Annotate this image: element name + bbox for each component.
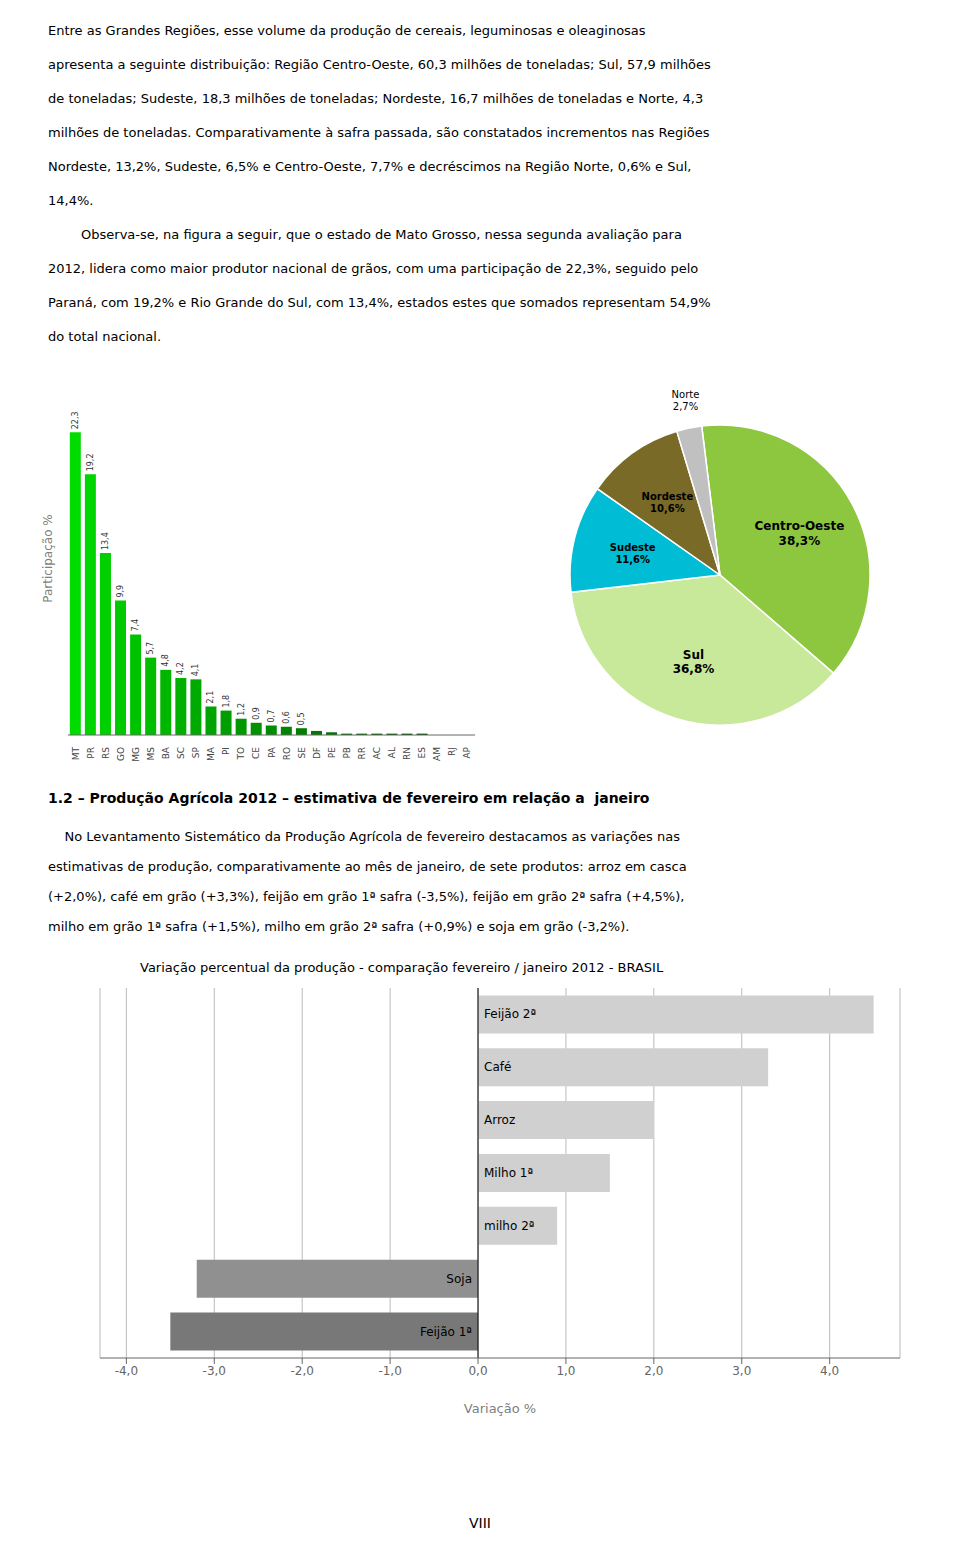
svg-text:-2,0: -2,0 — [290, 1364, 313, 1378]
svg-text:RS: RS — [101, 747, 111, 759]
svg-text:DF: DF — [312, 747, 322, 759]
svg-text:TO: TO — [236, 747, 246, 761]
svg-text:0,5: 0,5 — [297, 712, 306, 725]
svg-text:Soja: Soja — [446, 1272, 472, 1286]
svg-text:4,1: 4,1 — [191, 664, 200, 677]
svg-text:0,0: 0,0 — [468, 1364, 487, 1378]
html-text:No Levantamento Sistemático da: No Levantamento Sistemático da Produção … — [48, 829, 680, 844]
svg-text:PB: PB — [342, 747, 352, 759]
svg-text:Sul36,8%: Sul36,8% — [673, 648, 715, 676]
svg-text:PE: PE — [327, 747, 337, 758]
svg-text:13,4: 13,4 — [101, 532, 110, 550]
svg-text:5,7: 5,7 — [146, 642, 155, 655]
svg-text:RN: RN — [402, 747, 412, 760]
svg-text:MG: MG — [131, 747, 141, 762]
svg-text:milho 2ª: milho 2ª — [484, 1219, 534, 1233]
svg-text:0,7: 0,7 — [267, 710, 276, 723]
svg-text:PR: PR — [86, 747, 96, 759]
html-text:Paraná, com 19,2% e Rio Grande: Paraná, com 19,2% e Rio Grande do Sul, c… — [48, 295, 711, 310]
svg-text:AP: AP — [462, 746, 472, 758]
html-text:2012, lidera como maior produt: 2012, lidera como maior produtor naciona… — [48, 261, 699, 276]
svg-text:SC: SC — [176, 747, 186, 759]
svg-text:1,0: 1,0 — [556, 1364, 575, 1378]
svg-text:RO: RO — [282, 747, 292, 760]
svg-text:ES: ES — [417, 747, 427, 759]
svg-text:2,0: 2,0 — [644, 1364, 663, 1378]
html-text:milho em grão 1ª safra (+1,5%): milho em grão 1ª safra (+1,5%), milho em… — [48, 919, 630, 934]
svg-text:Sudeste11,6%: Sudeste11,6% — [610, 542, 656, 565]
svg-text:RJ: RJ — [447, 747, 457, 756]
svg-text:1,8: 1,8 — [222, 695, 231, 708]
svg-text:PI: PI — [221, 747, 231, 755]
svg-text:Centro-Oeste38,3%: Centro-Oeste38,3% — [755, 519, 845, 547]
svg-text:22,3: 22,3 — [71, 411, 80, 429]
svg-text:9,9: 9,9 — [116, 585, 125, 598]
svg-text:MA: MA — [206, 746, 216, 761]
svg-text:1,2: 1,2 — [237, 703, 246, 716]
svg-text:Variação %: Variação % — [464, 1401, 536, 1416]
svg-text:19,2: 19,2 — [86, 454, 95, 472]
svg-text:0,6: 0,6 — [282, 711, 291, 724]
svg-text:Norte2,7%: Norte2,7% — [672, 389, 700, 412]
svg-text:SE: SE — [297, 747, 307, 759]
svg-text:4,2: 4,2 — [176, 662, 185, 675]
html-text:apresenta a seguinte distribui: apresenta a seguinte distribuição: Regiã… — [48, 57, 711, 72]
svg-text:CE: CE — [251, 747, 261, 759]
svg-text:-1,0: -1,0 — [378, 1364, 401, 1378]
svg-text:0,9: 0,9 — [252, 707, 261, 720]
html-text:Entre as Grandes Regiões, esse: Entre as Grandes Regiões, esse volume da… — [48, 23, 646, 38]
svg-text:Milho 1ª: Milho 1ª — [484, 1166, 533, 1180]
svg-text:AM: AM — [432, 747, 442, 761]
svg-text:PA: PA — [267, 746, 277, 758]
svg-text:Arroz: Arroz — [484, 1113, 515, 1127]
svg-text:-3,0: -3,0 — [203, 1364, 226, 1378]
html-text:estimativas de produção, compa: estimativas de produção, comparativament… — [48, 859, 687, 874]
svg-text:Café: Café — [484, 1060, 511, 1074]
svg-text:MS: MS — [146, 747, 156, 761]
html-text:VIII: VIII — [469, 1515, 491, 1531]
svg-text:Feijão 2ª: Feijão 2ª — [484, 1007, 536, 1021]
svg-text:4,8: 4,8 — [161, 654, 170, 667]
svg-text:AC: AC — [372, 747, 382, 759]
svg-text:2,1: 2,1 — [206, 691, 215, 704]
svg-text:SP: SP — [191, 746, 201, 758]
svg-text:MT: MT — [71, 747, 81, 761]
svg-text:Participação %: Participação % — [41, 514, 55, 602]
svg-text:-4,0: -4,0 — [115, 1364, 138, 1378]
html-text:(+2,0%), café em grão (+3,3%),: (+2,0%), café em grão (+3,3%), feijão em… — [48, 889, 685, 904]
svg-text:AL: AL — [387, 747, 397, 758]
svg-text:GO: GO — [116, 747, 126, 761]
html-text:do total nacional.: do total nacional. — [48, 329, 162, 344]
html-text:1.2 – Produção Agrícola 2012 –: 1.2 – Produção Agrícola 2012 – estimativ… — [48, 790, 650, 806]
html-text:Nordeste, 13,2%, Sudeste, 6,5%: Nordeste, 13,2%, Sudeste, 6,5% e Centro-… — [48, 159, 692, 174]
svg-text:4,0: 4,0 — [820, 1364, 839, 1378]
html-text:Variação percentual da produçã: Variação percentual da produção - compar… — [140, 960, 664, 975]
html-text:milhões de toneladas. Comparat: milhões de toneladas. Comparativamente à… — [48, 125, 710, 140]
html-text:14,4%.: 14,4%. — [48, 193, 94, 208]
svg-text:Feijão 1ª: Feijão 1ª — [420, 1325, 472, 1339]
svg-text:3,0: 3,0 — [732, 1364, 751, 1378]
svg-text:7,4: 7,4 — [131, 619, 140, 632]
svg-text:Nordeste10,6%: Nordeste10,6% — [642, 491, 694, 514]
svg-text:BA: BA — [161, 746, 171, 759]
html-text:Observa-se, na figura a seguir: Observa-se, na figura a seguir, que o es… — [48, 227, 682, 242]
svg-text:RR: RR — [357, 747, 367, 760]
html-text:de toneladas; Sudeste, 18,3 mi: de toneladas; Sudeste, 18,3 milhões de t… — [48, 91, 704, 106]
